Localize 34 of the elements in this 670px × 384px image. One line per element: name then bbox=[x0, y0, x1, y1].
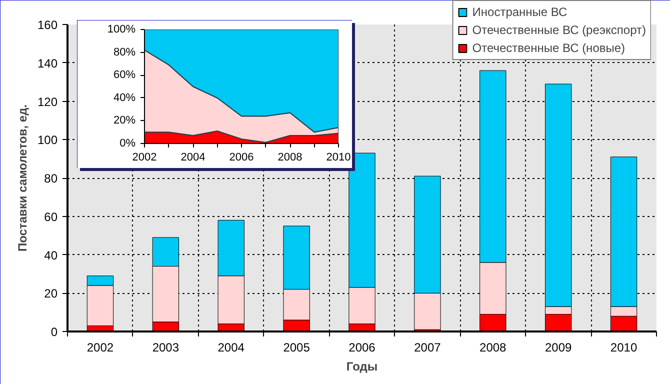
x-tick-label: 2004 bbox=[180, 152, 206, 164]
y-tick-label: 60% bbox=[113, 69, 136, 82]
y-tick-label: 40 bbox=[44, 248, 58, 262]
x-tick-label: 2008 bbox=[480, 340, 507, 354]
y-tick-label: 100% bbox=[107, 24, 136, 36]
y-axis-title: Поставки самолетов, ед. bbox=[15, 104, 30, 252]
x-tick-label: 2002 bbox=[86, 340, 114, 354]
y-tick-label: 0 bbox=[50, 325, 58, 339]
y-tick-label: 20 bbox=[44, 286, 58, 301]
legend-label: Отечественные ВС (новые) bbox=[472, 41, 626, 55]
y-tick-label: 160 bbox=[37, 18, 58, 32]
x-tick-label: 2004 bbox=[218, 340, 245, 354]
legend-label: Отечественные ВС (реэкспорт) bbox=[472, 23, 646, 37]
y-tick-label: 0% bbox=[120, 138, 136, 150]
x-tick-label: 2009 bbox=[544, 340, 572, 354]
y-tick-label: 100 bbox=[37, 133, 58, 148]
x-tick-label: 2006 bbox=[348, 340, 376, 354]
x-tick-label: 2010 bbox=[326, 152, 351, 164]
x-tick-label: 2010 bbox=[610, 340, 638, 354]
x-tick-label: 2007 bbox=[414, 340, 442, 354]
x-axis-title: Годы bbox=[346, 360, 378, 374]
x-tick-label: 2002 bbox=[132, 152, 157, 164]
x-tick-label: 2008 bbox=[278, 152, 302, 164]
legend-label: Иностранные ВС bbox=[472, 5, 568, 19]
x-tick-label: 2006 bbox=[229, 152, 254, 164]
y-tick-label: 80 bbox=[44, 172, 58, 186]
x-tick-label: 2003 bbox=[152, 340, 180, 354]
y-tick-label: 120 bbox=[37, 94, 58, 109]
y-tick-label: 60 bbox=[44, 210, 58, 224]
y-tick-label: 20% bbox=[113, 114, 136, 127]
x-tick-label: 2005 bbox=[283, 340, 310, 354]
y-tick-label: 40% bbox=[113, 92, 136, 104]
y-tick-label: 140 bbox=[37, 56, 58, 70]
y-tick-label: 80% bbox=[113, 46, 136, 58]
